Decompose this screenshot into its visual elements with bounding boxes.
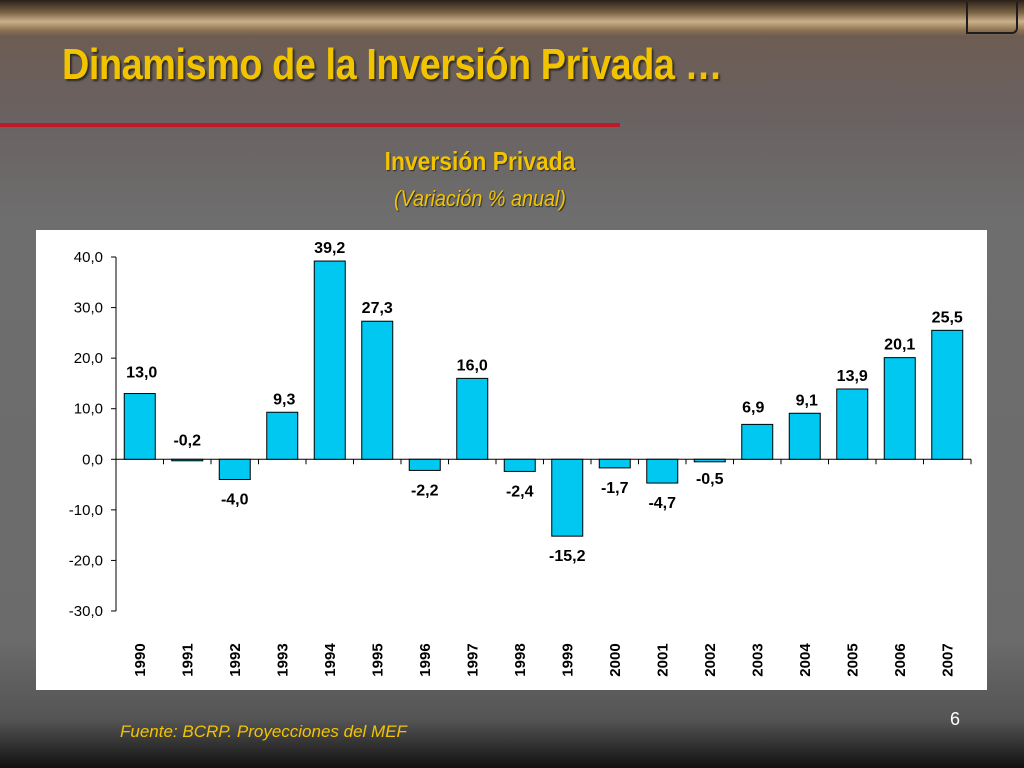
x-tick-label: 2007 xyxy=(939,643,956,676)
x-tick-label: 1995 xyxy=(369,643,386,676)
x-tick-label: 1997 xyxy=(464,643,481,676)
bar-1998 xyxy=(503,458,536,472)
bar-chart: 40,0 30,0 20,0 10,0 0,0 -10,0 -20,0 -30,0 13,0 19… xyxy=(69,240,972,677)
y-tick-label: 40,0 xyxy=(74,249,103,266)
x-tick-label: 2002 xyxy=(702,643,719,676)
bar-2001 xyxy=(646,458,679,484)
x-tick-label: 1993 xyxy=(274,643,291,676)
y-tick-label: -20,0 xyxy=(69,552,103,569)
x-tick-label: 1998 xyxy=(512,643,529,676)
source-note: Fuente: BCRP. Proyecciones del MEF xyxy=(120,722,407,741)
bar-value-label: -4,0 xyxy=(221,492,249,509)
bar-2004 xyxy=(788,412,821,460)
bar-1992 xyxy=(218,458,251,481)
bar-value-label: 6,9 xyxy=(742,399,764,416)
x-tick-label: 1999 xyxy=(559,643,576,676)
top-banner-decoration xyxy=(0,0,1024,36)
x-tick-label: 2005 xyxy=(844,643,861,676)
bar-value-label: 13,0 xyxy=(126,365,157,382)
bar-value-label: -1,7 xyxy=(601,480,629,497)
bar-value-label: -2,4 xyxy=(506,483,534,500)
x-tick-label: 1994 xyxy=(322,643,339,677)
bar-1991 xyxy=(171,458,204,462)
bar-value-label: -2,2 xyxy=(411,482,439,499)
x-tick-label: 2006 xyxy=(892,643,909,676)
x-tick-label: 2000 xyxy=(607,643,624,676)
bar-value-label: -0,5 xyxy=(696,471,724,488)
bar-value-label: 20,1 xyxy=(884,337,915,354)
chart-subtitle: (Variación % anual) xyxy=(393,186,567,211)
bar-1995 xyxy=(361,320,394,460)
bar-value-label: 13,9 xyxy=(837,368,868,385)
bar-1996 xyxy=(408,458,441,471)
bar-2006 xyxy=(883,357,916,460)
y-tick-label: 20,0 xyxy=(74,350,103,367)
bar-value-label: 27,3 xyxy=(362,300,393,317)
bar-2003 xyxy=(741,423,774,460)
bar-2002 xyxy=(693,458,726,463)
bar-value-label: 25,5 xyxy=(932,309,963,326)
x-tick-label: 1996 xyxy=(417,643,434,676)
bar-2000 xyxy=(598,458,631,469)
title-underline xyxy=(0,123,620,127)
bar-1997 xyxy=(456,377,489,460)
x-tick-label: 1990 xyxy=(132,643,149,676)
x-tick-label: 1991 xyxy=(179,643,196,676)
bar-value-label: 9,3 xyxy=(273,391,295,408)
page-number: 6 xyxy=(950,709,961,729)
x-tick-label: 2003 xyxy=(749,643,766,676)
x-tick-label: 2001 xyxy=(654,643,671,676)
bar-value-label: 39,2 xyxy=(314,240,345,257)
y-tick-label: 0,0 xyxy=(82,451,103,468)
bar-2005 xyxy=(836,388,869,460)
y-tick-label: -10,0 xyxy=(69,502,103,519)
y-tick-label: 10,0 xyxy=(74,401,103,418)
bar-value-label: 16,0 xyxy=(457,357,488,374)
slide-title: Dinamismo de la Inversión Privada … xyxy=(62,40,722,89)
banner-frame-ornament xyxy=(966,2,1018,34)
chart-panel: 40,0 30,0 20,0 10,0 0,0 -10,0 -20,0 -30,0 13,0 19… xyxy=(36,230,987,690)
bar-2007 xyxy=(931,329,964,460)
x-tick-label: 1992 xyxy=(227,643,244,676)
chart-title: Inversión Privada xyxy=(384,146,576,176)
bar-1993 xyxy=(266,411,299,460)
x-tick-label: 2004 xyxy=(797,643,814,677)
bar-1990 xyxy=(123,393,156,460)
bar-value-label: -0,2 xyxy=(173,432,201,449)
y-tick-label: 30,0 xyxy=(74,300,103,317)
y-tick-label: -30,0 xyxy=(69,603,103,620)
bar-value-label: 9,1 xyxy=(796,392,818,409)
bar-1999 xyxy=(551,458,584,537)
bar-value-label: -15,2 xyxy=(549,548,586,565)
bar-value-label: -4,7 xyxy=(648,495,676,512)
bar-1994 xyxy=(313,260,346,460)
